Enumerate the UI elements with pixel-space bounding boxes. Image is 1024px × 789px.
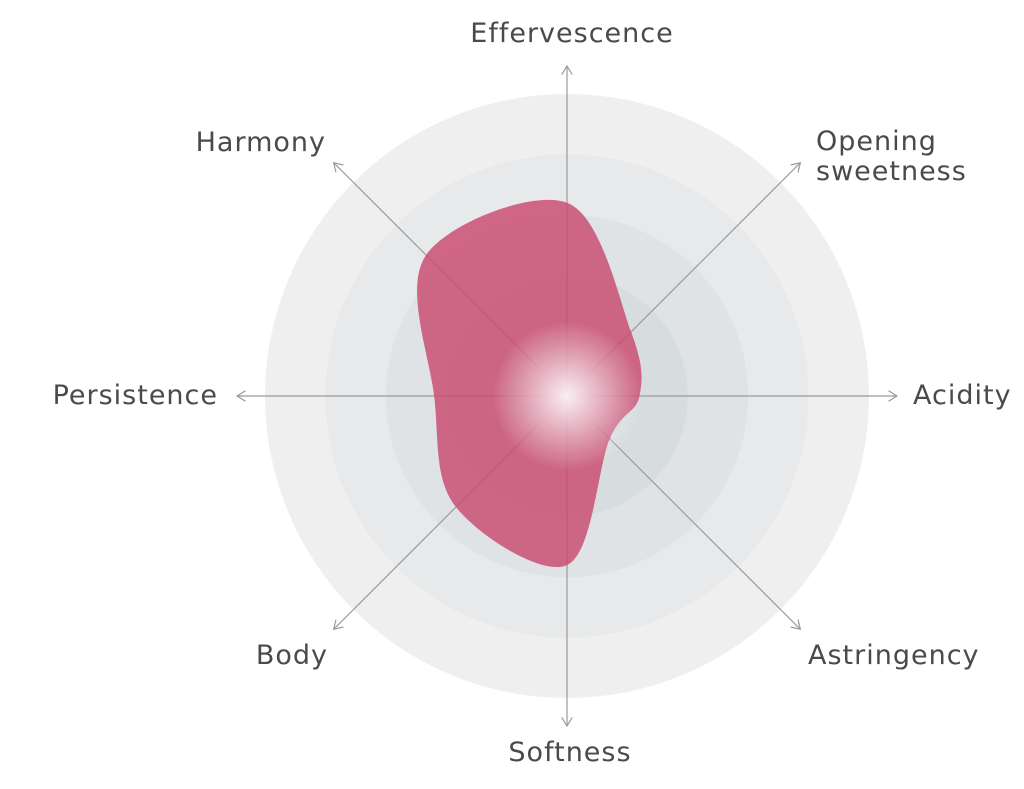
center-glow-circle: [492, 321, 642, 471]
axis-arrow-8: [332, 161, 344, 173]
axis-arrow-6: [332, 619, 344, 631]
axis-label-softness: Softness: [508, 737, 631, 768]
axis-arrow-4: [790, 619, 802, 631]
axis-label-body: Body: [256, 640, 328, 671]
axis-label-line: Effervescence: [470, 18, 673, 49]
axis-label-line: Softness: [508, 737, 631, 768]
center-glow: [492, 321, 642, 471]
axis-label-effervescence: Effervescence: [470, 18, 673, 49]
axis-label-astringency: Astringency: [808, 640, 980, 671]
axis-label-opening-sweetness: Opening sweetness: [816, 126, 967, 187]
axis-label-line: Harmony: [196, 127, 326, 158]
axis-arrow-2: [790, 161, 802, 173]
axis-label-line: Opening: [816, 126, 937, 157]
axis-label-acidity: Acidity: [913, 380, 1012, 411]
axis-arrow-1: [561, 64, 573, 75]
axis-labels: Effervescence Opening sweetness Acidity Astr…: [53, 18, 1012, 768]
axis-label-line: Persistence: [53, 380, 218, 411]
axis-arrow-7: [235, 390, 246, 402]
axis-arrow-5: [561, 717, 573, 728]
axis-label-line: Astringency: [808, 640, 980, 671]
axis-label-line: Body: [256, 640, 328, 671]
axis-label-persistence: Persistence: [53, 380, 218, 411]
axis-arrow-3: [888, 390, 899, 402]
axis-label-harmony: Harmony: [196, 127, 326, 158]
axis-label-line: sweetness: [816, 156, 967, 187]
axis-label-line: Acidity: [913, 380, 1012, 411]
